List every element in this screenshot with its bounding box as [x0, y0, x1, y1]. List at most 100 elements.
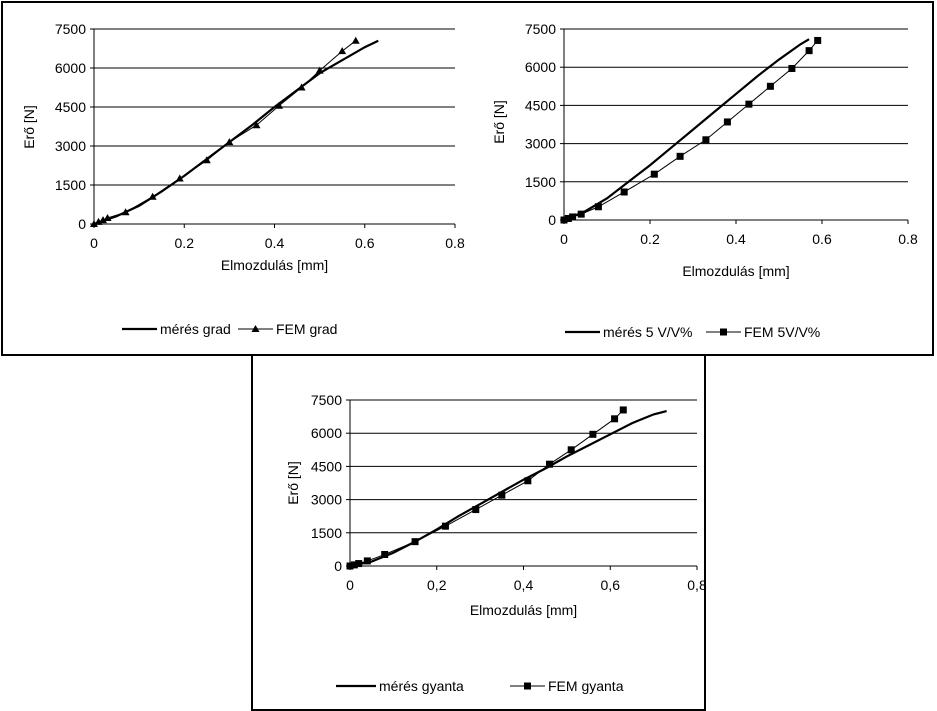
x-axis-label: Elmozdulás [mm]: [221, 257, 328, 273]
x-tick-label: 0,8: [687, 577, 707, 593]
data-point: [94, 217, 103, 225]
data-point: [702, 136, 710, 144]
x-tick-label: 0.6: [812, 231, 832, 247]
y-tick-label: 4500: [311, 458, 342, 474]
y-tick-label: 6000: [55, 60, 86, 76]
data-point: [351, 36, 360, 44]
data-point: [315, 66, 324, 74]
x-tick-label: 0.8: [445, 235, 465, 251]
data-point: [589, 430, 597, 438]
data-point: [805, 47, 813, 55]
data-point: [594, 203, 602, 211]
y-tick-label: 3000: [525, 136, 556, 152]
data-point: [411, 538, 419, 546]
x-tick-label: 0.2: [175, 235, 195, 251]
data-point: [381, 550, 389, 558]
data-point: [766, 82, 774, 90]
y-axis-label: Erő [N]: [285, 461, 301, 505]
data-point: [252, 121, 261, 129]
data-point: [472, 506, 480, 514]
x-tick-label: 0,2: [427, 577, 447, 593]
x-tick-label: 0: [346, 577, 354, 593]
legend-label: FEM gyanta: [548, 678, 624, 694]
x-tick-label: 0.4: [726, 231, 746, 247]
data-point: [202, 156, 211, 164]
chart-2: 0 1500 3000 4500 6000 7500 0 0,2 0,4 0,6 0,8 Elmozd…: [285, 392, 707, 694]
y-tick-label: 7500: [525, 21, 556, 37]
data-point: [524, 477, 532, 485]
data-point: [297, 83, 306, 91]
y-tick-label: 3000: [55, 138, 86, 154]
x-tick-label: 0.6: [355, 235, 375, 251]
y-tick-label: 6000: [525, 59, 556, 75]
data-point: [567, 446, 575, 454]
data-point: [723, 118, 731, 126]
data-point: [346, 562, 354, 570]
y-tick-label: 4500: [525, 97, 556, 113]
y-axis-label: Erő [N]: [21, 105, 37, 149]
data-point: [620, 188, 628, 196]
data-point: [225, 138, 234, 146]
data-point: [175, 174, 184, 182]
y-tick-label: 1500: [311, 525, 342, 541]
data-point: [569, 213, 577, 221]
y-tick-label: 1500: [55, 177, 86, 193]
y-tick-label: 4500: [55, 99, 86, 115]
x-tick-label: 0,4: [514, 577, 534, 593]
data-point: [350, 561, 358, 569]
top-figure-frame: [1, 1, 934, 356]
data-point: [814, 36, 822, 44]
legend-marker: [720, 328, 727, 336]
series-line-0: [563, 38, 810, 222]
legend-label: mérés grad: [160, 321, 231, 337]
data-point: [99, 216, 108, 224]
x-tick-label: 0.8: [898, 231, 918, 247]
x-axis-label: Elmozdulás [mm]: [682, 263, 789, 279]
x-axis-label: Elmozdulás [mm]: [470, 602, 577, 618]
series-line-0: [349, 410, 667, 568]
legend-marker: [251, 325, 260, 332]
chart-1: 0 1500 3000 4500 6000 7500 0 0.2 0.4 0.6 0.8 Elmozd…: [491, 21, 918, 340]
legend-marker: [524, 682, 531, 690]
y-axis-label: Erő [N]: [491, 100, 507, 144]
data-point: [611, 415, 619, 423]
data-point: [363, 557, 371, 565]
data-point: [619, 406, 627, 414]
data-point: [121, 208, 130, 216]
data-point: [148, 192, 157, 200]
data-point: [441, 522, 449, 530]
legend-label: FEM 5V/V%: [744, 324, 820, 340]
series-line-0: [93, 39, 379, 226]
data-point: [560, 216, 568, 224]
data-point: [103, 214, 112, 222]
data-point: [498, 491, 506, 499]
x-tick-label: 0,6: [601, 577, 621, 593]
y-tick-label: 0: [548, 212, 556, 228]
x-tick-label: 0.4: [265, 235, 285, 251]
data-point: [788, 64, 796, 72]
x-tick-label: 0: [90, 235, 98, 251]
data-point: [90, 220, 98, 227]
data-point: [338, 47, 347, 55]
y-tick-label: 1500: [525, 174, 556, 190]
y-tick-label: 3000: [311, 492, 342, 508]
data-point: [650, 170, 658, 178]
y-tick-label: 0: [78, 216, 86, 232]
data-point: [275, 101, 284, 109]
y-tick-label: 6000: [311, 425, 342, 441]
legend-label: mérés 5 V/V%: [603, 324, 692, 340]
y-tick-label: 7500: [311, 392, 342, 408]
x-tick-label: 0.2: [640, 231, 660, 247]
data-point: [546, 460, 554, 468]
chart-0: 0 1500 3000 4500 6000 7500 0 0.2 0.4 0.6 0.8 Elmozd…: [21, 21, 465, 337]
data-point: [676, 152, 684, 160]
data-point: [355, 560, 363, 568]
data-point: [745, 100, 753, 108]
bottom-figure-frame: [251, 354, 706, 711]
x-tick-label: 0: [560, 231, 568, 247]
y-tick-label: 0: [334, 558, 342, 574]
data-point: [564, 214, 572, 222]
legend-label: mérés gyanta: [379, 678, 464, 694]
data-point: [577, 210, 585, 218]
